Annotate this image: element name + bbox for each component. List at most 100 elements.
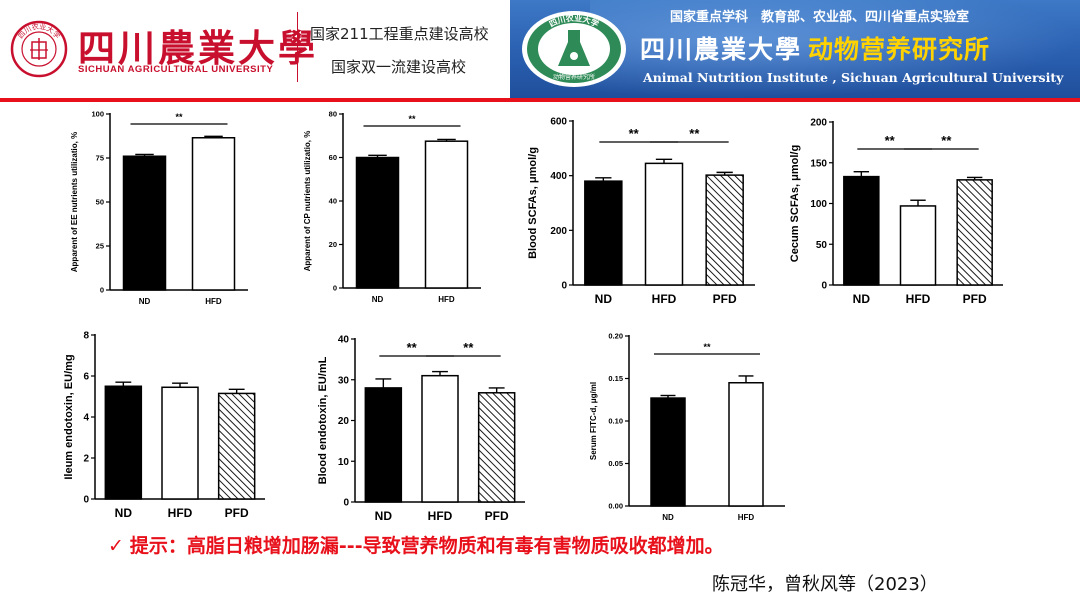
university-tagline-2: 国家双一流建设高校 (331, 58, 467, 76)
bar-hfd (421, 374, 459, 503)
y-tick-label: 600 (550, 117, 567, 128)
y-tick-label: 0.20 (608, 332, 623, 341)
institute-name-en: Animal Nutrition Institute , Sichuan Agr… (643, 70, 1064, 85)
y-tick-label: 8 (83, 331, 89, 342)
university-tagline-1: 国家211工程重点建设高校 (310, 25, 489, 43)
x-tick-label: ND (595, 292, 613, 306)
bar-nd (104, 385, 143, 500)
y-tick-label: 400 (550, 171, 567, 182)
y-tick-label: 0 (561, 281, 567, 292)
header-divider (297, 12, 298, 82)
x-tick-label: HFD (428, 509, 453, 523)
significance-label: ** (408, 114, 416, 124)
chart-2: 0 20 40 60 80 Apparent of CP nutrients utiliz… (303, 110, 481, 304)
x-tick-label: ND (375, 509, 393, 523)
institute-department-name: 动物营养研究所 (808, 35, 991, 64)
header-red-line (0, 98, 1080, 102)
bar-pfd (217, 392, 256, 500)
x-tick-label: PFD (485, 509, 509, 523)
x-tick-label: ND (853, 292, 871, 306)
x-tick-label: ND (662, 513, 674, 522)
y-tick-label: 50 (816, 240, 828, 251)
y-tick-label: 4 (83, 413, 89, 424)
y-tick-label: 2 (83, 454, 89, 465)
significance-label: ** (689, 126, 700, 141)
y-tick-label: 200 (550, 226, 567, 237)
bar-hfd (899, 205, 937, 286)
institute-logo-bottom-text: 动物营养研究所 (553, 73, 595, 81)
y-tick-label: 200 (810, 118, 827, 129)
y-tick-label: 20 (329, 240, 337, 249)
institute-banner: 四川农业大学 动物营养研究所 国家重点学科 教育部、农业部、四川省重点实验室 四… (510, 0, 1080, 98)
chart-4: 0 50 100 150 200 Cecum SCFAs, μmol/g ND HFD PFD *… (789, 118, 1003, 306)
significance-label: ** (629, 126, 640, 141)
x-tick-label: PFD (963, 292, 987, 306)
y-tick-label: 0 (83, 495, 89, 506)
x-tick-label: PFD (713, 292, 737, 306)
y-tick-label: 0.00 (608, 502, 623, 511)
y-axis-label: Apparent of EE nutrients utilizatio, % (70, 132, 79, 272)
bar-nd (650, 397, 686, 507)
bar-nd (584, 180, 623, 286)
institute-logo-icon: 四川农业大学 动物营养研究所 (522, 11, 626, 87)
chart-7: 0.00 0.05 0.10 0.15 0.20 Serum FITC-d, μg/ml N… (589, 332, 785, 522)
y-tick-label: 10 (338, 457, 350, 468)
y-axis-label: Ileum endotoxin, EU/mg (63, 354, 75, 479)
x-tick-label: HFD (438, 295, 455, 304)
bar-hfd (424, 140, 469, 289)
bar-nd (355, 156, 400, 289)
x-tick-label: ND (139, 297, 151, 306)
university-seal-icon: 四川农业大学 (10, 20, 68, 78)
y-tick-label: 150 (810, 158, 827, 169)
y-tick-label: 25 (96, 242, 104, 251)
y-tick-label: 0.05 (608, 459, 623, 468)
y-axis-label: Apparent of CP nutrients utilizatio, % (303, 131, 312, 272)
significance-label: ** (407, 340, 418, 355)
y-tick-label: 0 (100, 286, 104, 295)
y-tick-label: 0 (821, 281, 827, 292)
tip-text: ✓ 提示：高脂日粮增加肠漏---导致营养物质和有毒有害物质吸收都增加。 (108, 531, 724, 558)
chart-6: 0 10 20 30 40 Blood endotoxin, EU/mL ND HFD PFD *… (317, 335, 525, 523)
chart-5: 0 2 4 6 8 Ileum endotoxin, EU/mg ND HFD PFD (63, 331, 265, 520)
y-axis-label: Serum FITC-d, μg/ml (589, 382, 598, 460)
tip-message: 提示：高脂日粮增加肠漏---导致营养物质和有毒有害物质吸收都增加。 (129, 535, 724, 557)
x-tick-label: HFD (906, 292, 931, 306)
bar-pfd (477, 392, 516, 503)
chart-3: 0 200 400 600 Blood SCFAs, μmol/g ND HFD PFD ** *… (527, 117, 755, 306)
bar-nd (843, 175, 880, 286)
check-icon: ✓ (108, 535, 124, 557)
header-banner: 四川农业大学 四川農業大學 SICHUAN AGRICULTURAL UNIVE… (0, 0, 1080, 102)
y-tick-label: 0.15 (608, 374, 623, 383)
significance-label: ** (941, 133, 952, 148)
x-tick-label: HFD (205, 297, 222, 306)
y-tick-label: 20 (338, 416, 350, 427)
bar-hfd (644, 162, 684, 286)
x-tick-label: HFD (652, 292, 677, 306)
significance-label: ** (703, 342, 711, 352)
y-axis-label: Cecum SCFAs, μmol/g (789, 145, 801, 262)
y-tick-label: 40 (329, 197, 337, 206)
x-tick-label: ND (372, 295, 384, 304)
y-tick-label: 0 (343, 498, 349, 509)
y-tick-label: 60 (329, 153, 337, 162)
y-axis-label: Blood endotoxin, EU/mL (317, 356, 329, 484)
chart-1: 0 25 50 75 100 Apparent of EE nutrients utili… (70, 110, 248, 306)
university-brand: 四川农业大学 四川農業大學 SICHUAN AGRICULTURAL UNIVE… (0, 0, 510, 98)
bar-hfd (191, 137, 236, 291)
citation: 陈冠华，曾秋风等（2023） (712, 574, 938, 595)
x-tick-label: PFD (225, 506, 249, 520)
institute-university-name: 四川農業大學 (640, 35, 803, 64)
y-tick-label: 40 (338, 335, 350, 346)
y-tick-label: 6 (83, 372, 89, 383)
banner-glow (590, 0, 1080, 98)
bar-nd (364, 387, 403, 503)
bar-hfd (161, 386, 199, 500)
bar-hfd (728, 382, 764, 507)
significance-label: ** (463, 340, 474, 355)
university-name-en: SICHUAN AGRICULTURAL UNIVERSITY (78, 64, 274, 75)
y-axis-label: Blood SCFAs, μmol/g (527, 147, 539, 259)
y-tick-label: 100 (91, 110, 104, 119)
x-tick-label: ND (115, 506, 133, 520)
y-tick-label: 75 (96, 154, 104, 163)
